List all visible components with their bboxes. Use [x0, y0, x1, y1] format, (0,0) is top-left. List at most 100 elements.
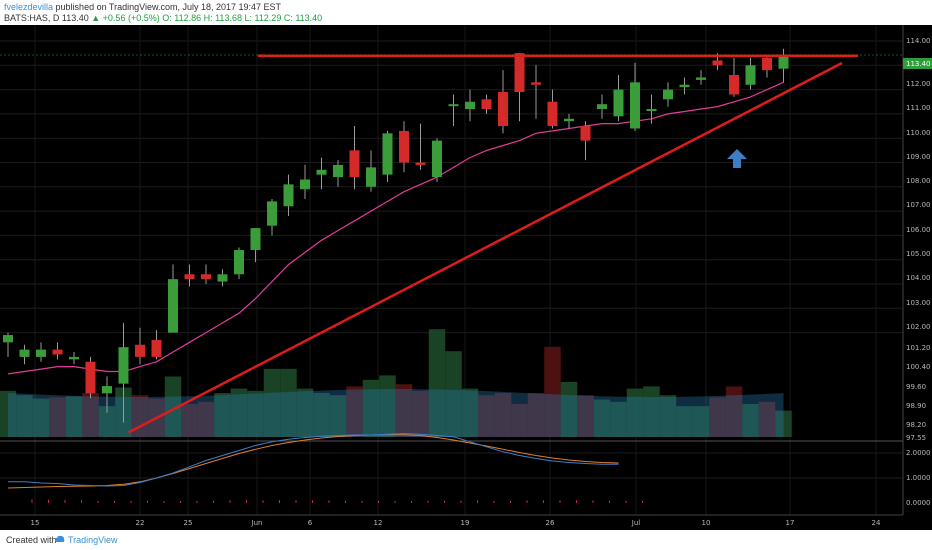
- moving-average-line: [7, 81, 784, 375]
- price-axis-label: 112.00: [906, 80, 931, 88]
- candle-body: [85, 361, 96, 394]
- price-axis-label: 103.00: [906, 299, 931, 307]
- time-axis-label: 22: [136, 519, 145, 527]
- volume-bar: [214, 393, 231, 437]
- price-axis-label: 100.40: [906, 363, 931, 371]
- time-axis-label: 12: [374, 519, 383, 527]
- candle-body: [69, 356, 79, 360]
- candle-body: [597, 104, 607, 110]
- time-axis-label: 24: [872, 519, 881, 527]
- volume-bar: [593, 399, 611, 437]
- created-with-label: Created with: [6, 535, 57, 545]
- chart-plot-area: [0, 25, 932, 530]
- volume-bar: [16, 395, 33, 437]
- candle-body: [745, 65, 756, 85]
- time-axis-label: 10: [702, 519, 711, 527]
- price-axis-label: 114.00: [906, 37, 931, 45]
- candle-body: [696, 77, 706, 80]
- volume-bar: [494, 393, 512, 437]
- ascending-trendline: [127, 61, 843, 434]
- volume-bar: [230, 388, 248, 437]
- candle-body: [118, 347, 129, 384]
- candle-body: [168, 279, 178, 333]
- candle-body: [613, 89, 624, 117]
- volume-bar: [280, 368, 297, 437]
- candle-body: [3, 335, 13, 343]
- price-axis-label: 109.00: [906, 153, 931, 161]
- volume-bar: [412, 390, 429, 437]
- candle-body: [250, 228, 261, 250]
- time-axis-label: Jul: [631, 519, 641, 527]
- price-axis-label: 106.00: [906, 226, 931, 234]
- candle-body: [19, 349, 30, 357]
- publish-info: published on TradingView.com, July 18, 2…: [55, 2, 282, 12]
- candle-body: [234, 249, 244, 275]
- candle-body: [415, 162, 426, 165]
- volume-bar: [395, 384, 413, 437]
- candle-body: [646, 109, 657, 112]
- volume-bar: [643, 386, 660, 437]
- volume-bar: [362, 379, 380, 437]
- candle-body: [201, 274, 211, 280]
- candle-body: [36, 349, 46, 357]
- price-axis-label: 101.20: [906, 344, 931, 352]
- candle-body: [151, 339, 162, 357]
- volume-bar: [131, 395, 149, 437]
- last-price-label: 113.40: [906, 60, 931, 68]
- candle-body: [267, 201, 277, 226]
- volume-bar: [329, 395, 347, 437]
- volume-bar: [313, 393, 330, 437]
- price-axis-label: 98.90: [906, 402, 926, 410]
- macd-line: [8, 432, 619, 487]
- candle-body: [465, 101, 475, 110]
- signal-line: [7, 434, 619, 489]
- candle-body: [580, 126, 591, 141]
- candle-body: [712, 60, 723, 66]
- time-axis-label: 19: [461, 519, 470, 527]
- time-axis-label: 15: [31, 519, 40, 527]
- time-axis-label: Jun: [251, 519, 263, 527]
- candle-body: [663, 89, 673, 100]
- candle-body: [481, 99, 492, 110]
- volume-bar: [263, 368, 281, 437]
- candle-body: [630, 82, 640, 129]
- candle-body: [333, 164, 343, 178]
- candle-body: [498, 92, 508, 127]
- candle-body: [52, 349, 63, 355]
- author-link[interactable]: fvelezdevilla: [4, 2, 54, 12]
- candle-body: [382, 133, 393, 175]
- candle-body: [514, 53, 525, 93]
- volume-bar: [346, 386, 363, 437]
- volume-bar: [775, 410, 792, 437]
- volume-bar: [692, 406, 710, 437]
- volume-bar: [32, 398, 50, 437]
- up-arrow-icon: [727, 149, 747, 168]
- candle-body: [729, 75, 739, 95]
- volume-bar: [65, 396, 83, 437]
- candle-body: [432, 140, 442, 178]
- time-axis-label: 17: [786, 519, 795, 527]
- tradingview-cloud-icon: [55, 535, 65, 542]
- volume-bar: [445, 351, 462, 437]
- candle-body: [184, 274, 195, 280]
- price-axis-label: 97.55: [906, 434, 926, 442]
- publish-line: fvelezdevilla published on TradingView.c…: [4, 2, 281, 12]
- price-axis-label: 111.00: [906, 104, 931, 112]
- volume-bar: [725, 386, 743, 437]
- candle-body: [366, 167, 376, 187]
- candle-body: [399, 130, 409, 163]
- volume-bar: [98, 406, 116, 437]
- volume-bar: [610, 401, 627, 437]
- candle-body: [778, 55, 789, 69]
- ohlc-values: O: 112.86 H: 113.68 L: 112.29 C: 113.40: [162, 13, 323, 23]
- volume-bar: [461, 388, 479, 437]
- price-axis-label: 110.00: [906, 129, 931, 137]
- tradingview-logo-link[interactable]: TradingView: [68, 535, 118, 545]
- last-price: 113.40: [61, 13, 89, 23]
- volume-bar: [82, 393, 99, 437]
- symbol-label: BATS:HAS, D: [4, 13, 60, 23]
- price-axis-label: 108.00: [906, 177, 931, 185]
- chart-footer: Created with TradingView: [0, 530, 932, 550]
- oscillator-axis-label: 1.0000: [906, 474, 931, 482]
- volume-bar: [659, 395, 677, 437]
